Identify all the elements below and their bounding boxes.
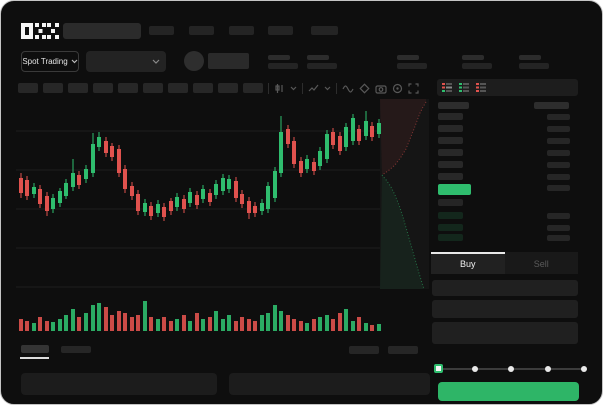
orderbook-header-left <box>438 102 469 109</box>
total-input[interactable] <box>432 322 578 344</box>
bid-row[interactable] <box>438 212 463 219</box>
nav-item-1[interactable] <box>149 26 174 35</box>
candlestick-volume-chart[interactable] <box>16 99 436 336</box>
book-asks-icon[interactable] <box>475 82 487 94</box>
indicator-line-icon[interactable] <box>308 83 319 94</box>
chart-tools <box>268 82 419 94</box>
ticker-stat-value <box>397 63 427 69</box>
bottom-tab-2[interactable] <box>61 346 91 353</box>
timeframe-button-8[interactable] <box>193 83 213 93</box>
chevron-down-icon[interactable] <box>324 86 331 91</box>
orderbook-header-right <box>534 102 569 109</box>
order-side-tabs: Buy Sell <box>431 252 578 274</box>
bottom-tab-active[interactable] <box>21 345 49 353</box>
amount-input[interactable] <box>432 300 578 318</box>
pair-name-placeholder <box>208 53 249 69</box>
coin-avatar <box>184 51 204 71</box>
book-split-icon[interactable] <box>441 82 453 94</box>
ticker-stat-label <box>519 55 541 60</box>
market-type-selector[interactable]: Spot Trading <box>21 51 79 72</box>
bid-row[interactable] <box>438 224 463 231</box>
bid-row[interactable] <box>438 234 463 241</box>
tab-sell[interactable]: Sell <box>504 252 578 274</box>
timeframe-button-10[interactable] <box>243 83 263 93</box>
ask-size <box>547 150 570 156</box>
ask-row[interactable] <box>438 125 463 132</box>
bottom-action-1[interactable] <box>349 346 379 354</box>
nav-item-2[interactable] <box>189 26 214 35</box>
slider-stop[interactable] <box>544 366 551 372</box>
slider-stop[interactable] <box>471 366 478 372</box>
ticker-stat-value <box>268 63 298 69</box>
row-size <box>547 185 570 191</box>
divider <box>336 82 337 94</box>
eraser-icon[interactable] <box>359 82 370 94</box>
slider-handle[interactable] <box>434 364 443 373</box>
ticker-stat-value <box>307 63 337 69</box>
timeframe-button-2-active[interactable] <box>43 83 63 93</box>
nav-item-5[interactable] <box>311 26 338 35</box>
search-input[interactable] <box>63 23 141 39</box>
orderbook-toolbar <box>437 79 578 96</box>
ticker-stat-value <box>462 63 492 69</box>
timeframe-button-6[interactable] <box>143 83 163 93</box>
pair-selector[interactable] <box>86 51 166 72</box>
orders-panel-right <box>229 373 430 395</box>
ask-row[interactable] <box>438 173 463 180</box>
bid-row[interactable] <box>438 199 463 206</box>
camera-icon[interactable] <box>375 83 387 94</box>
timeframe-button-9[interactable] <box>218 83 238 93</box>
slider-stop[interactable] <box>581 366 587 372</box>
ticker-stat-label <box>397 55 419 60</box>
sell-tab-label: Sell <box>533 259 549 269</box>
timeframe-button-5[interactable] <box>118 83 138 93</box>
timeframe-button-4[interactable] <box>93 83 113 93</box>
bid-size <box>547 235 570 241</box>
ask-row[interactable] <box>438 113 463 120</box>
wave-icon[interactable] <box>342 83 354 94</box>
bid-size <box>547 225 570 231</box>
chevron-down-icon[interactable] <box>290 86 297 91</box>
ticker-stat-label <box>307 55 329 60</box>
ask-row[interactable] <box>438 137 463 144</box>
ask-size <box>547 126 570 132</box>
fullscreen-icon[interactable] <box>408 82 419 94</box>
tab-buy[interactable]: Buy <box>431 252 505 274</box>
chevron-down-icon <box>152 59 160 64</box>
slider-stop[interactable] <box>508 366 514 372</box>
bottom-tab-underline <box>20 357 49 359</box>
settings-icon[interactable] <box>392 83 403 94</box>
buy-tab-label: Buy <box>459 259 476 269</box>
timeframe-button-3[interactable] <box>68 83 88 93</box>
timeframe-button-7[interactable] <box>168 83 188 93</box>
ask-row[interactable] <box>438 161 463 168</box>
amount-slider[interactable] <box>434 362 587 376</box>
ticker-stat-value <box>519 63 549 69</box>
ask-size <box>547 114 570 120</box>
market-type-label: Spot Trading <box>22 57 68 66</box>
price-chart[interactable] <box>16 99 436 336</box>
bottom-action-2[interactable] <box>388 346 418 354</box>
timeframe-button-1[interactable] <box>18 83 38 93</box>
divider <box>302 82 303 94</box>
book-bids-icon[interactable] <box>458 82 470 94</box>
okx-logo <box>21 23 59 39</box>
nav-item-4[interactable] <box>268 26 293 35</box>
ask-size <box>547 138 570 144</box>
chevron-down-icon <box>71 59 78 64</box>
divider <box>268 82 269 94</box>
buy-submit-button[interactable] <box>438 382 579 401</box>
price-input[interactable] <box>432 280 578 296</box>
orders-panel-left <box>21 373 217 395</box>
ask-size <box>547 174 570 180</box>
ask-size <box>547 162 570 168</box>
ticker-stat-label <box>462 55 484 60</box>
interval-candle-icon[interactable] <box>274 83 285 94</box>
bid-size <box>547 213 570 219</box>
last-price-highlight[interactable] <box>438 184 471 195</box>
ticker-stat-label <box>268 55 290 60</box>
nav-item-3[interactable] <box>229 26 254 35</box>
ask-row[interactable] <box>438 149 463 156</box>
